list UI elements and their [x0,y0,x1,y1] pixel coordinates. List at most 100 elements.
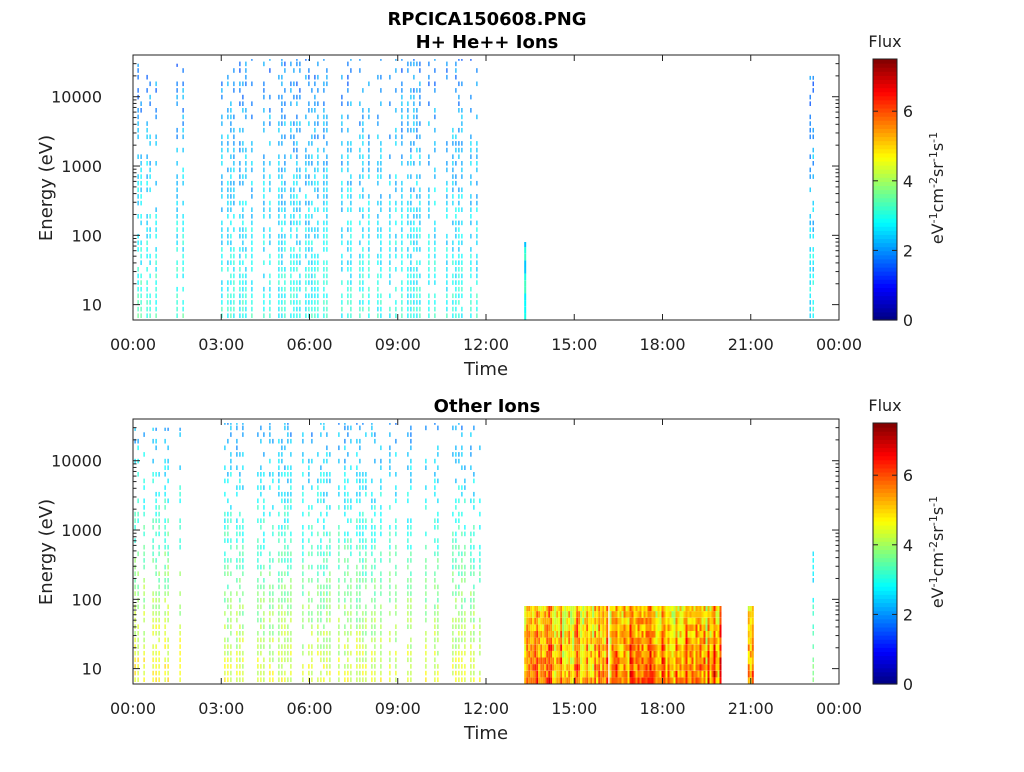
spectrogram-cell [651,670,654,678]
spectrogram-cell [239,81,241,87]
spectrogram-cell [437,637,439,643]
spectrogram-cell [395,220,397,226]
spectrogram-cell [317,161,319,166]
spectrogram-cell [428,81,430,87]
spectrogram-cell [657,644,660,651]
colorbar-segment [873,533,897,538]
spectrogram-cell [164,657,166,663]
spectrogram-cell [588,677,591,684]
spectrogram-cell [350,300,352,305]
spectrogram-cell [242,147,244,153]
spectrogram-cell [407,101,409,106]
spectrogram-cell [697,664,700,671]
spectrogram-cell [609,606,612,612]
spectrogram-cell [434,81,436,87]
spectrogram-cell [693,631,696,638]
spectrogram-cell [236,538,238,543]
spectrogram-cell [155,564,157,570]
spectrogram-cell [458,59,460,61]
spectrogram-cell [576,677,579,684]
spectrogram-cell [564,606,567,612]
spectrogram-cell [359,68,361,73]
colorbar-segment [873,626,897,632]
spectrogram-cell [338,644,340,649]
spectrogram-cell [709,664,712,671]
spectrogram-cell [446,167,448,173]
spectrogram-cell [661,650,664,658]
spectrogram-cell [659,650,662,658]
spectrogram-cell [479,650,481,656]
spectrogram-cell [566,664,569,671]
spectrogram-cell [749,670,752,678]
spectrogram-cells [137,59,814,320]
spectrogram-cell [158,631,160,636]
colorbar-segment [873,299,897,305]
spectrogram-cell [236,657,238,663]
spectrogram-cell [470,664,472,669]
spectrogram-cell [269,485,271,490]
spectrogram-cell [356,624,358,629]
spectrogram-cell [568,670,571,678]
colorbar-segment [873,659,897,665]
spectrogram-cell [182,94,184,100]
spectrogram-cell [434,240,436,246]
spectrogram-cell [347,286,349,292]
spectrogram-cell [278,637,280,643]
spectrogram-cell [407,273,409,279]
spectrogram-cell [242,657,244,663]
spectrogram-cell [329,631,331,636]
spectrogram-cell [356,525,358,530]
spectrogram-cell [302,604,304,610]
spectrogram-cell [245,267,247,272]
colorbar-segment [873,185,897,191]
spectrogram-cell [455,644,457,649]
colorbar-segment [873,447,897,453]
spectrogram-cell [633,650,636,658]
spectrogram-cell [137,127,139,133]
spectrogram-cell [653,644,656,651]
spectrogram-cell [461,571,463,576]
spectrogram-cell [371,505,373,510]
spectrogram-cell [455,677,457,682]
spectrogram-cell [284,505,286,510]
spectrogram-cell [323,81,325,87]
spectrogram-cell [667,650,670,658]
spectrogram-cell [425,571,427,576]
spectrogram-cell [627,631,630,638]
spectrogram-cell [434,650,436,656]
spectrogram-cell [410,286,412,292]
spectrogram-cell [526,637,529,645]
spectrogram-cell [389,101,391,106]
spectrogram-cell [428,233,430,239]
spectrogram-cell [407,68,409,73]
spectrogram-cell [224,558,226,563]
spectrogram-cell [377,227,379,232]
spectrogram-cell [359,525,361,530]
spectrogram-cell [434,227,436,232]
spectrogram-cell [326,280,328,285]
spectrogram-cell [323,273,325,279]
spectrogram-cell [284,207,286,212]
spectrogram-cell [446,147,448,153]
spectrogram-cell [580,624,583,631]
spectrogram-cell [137,551,139,557]
spectrogram-cell [146,293,148,299]
spectrogram-cell [326,260,328,265]
spectrogram-cell [631,657,634,665]
spectrogram-cell [137,293,139,299]
spectrogram-cell [362,134,364,140]
spectrogram-cell [532,670,535,678]
spectrogram-cell [362,511,364,517]
spectrogram-cell [641,657,644,665]
spectrogram-cell [155,604,157,610]
spectrogram-cell [146,306,148,312]
spectrogram-cell [284,286,286,292]
spectrogram-cell [600,650,603,658]
spectrogram-cell [663,631,666,638]
spectrogram-cell [371,631,373,636]
spectrogram-cell [371,664,373,669]
panel-other-ions: Other Ions 00:00 03:00 06:00 09:00 12:00 15:0… [36,396,947,744]
spectrogram-cell [747,611,750,618]
spectrogram-cell [812,200,814,206]
spectrogram-cell [461,233,463,239]
